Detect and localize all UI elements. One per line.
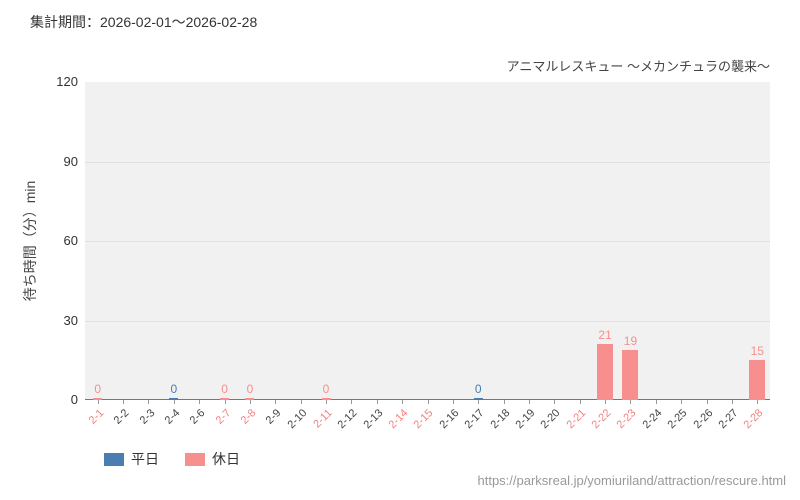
x-tick-label: 2-18 bbox=[488, 407, 513, 432]
x-tick-mark bbox=[605, 400, 607, 404]
x-tick-mark bbox=[655, 400, 657, 404]
weekday-legend-label: 平日 bbox=[131, 451, 159, 467]
x-tick-mark bbox=[402, 400, 404, 404]
x-tick-label: 2-23 bbox=[614, 407, 639, 432]
x-tick-mark bbox=[554, 400, 556, 404]
x-tick-mark bbox=[630, 400, 632, 404]
x-tick-label: 2-22 bbox=[589, 407, 614, 432]
x-tick-mark bbox=[706, 400, 708, 404]
bar-value-label: 0 bbox=[322, 382, 330, 396]
x-tick-mark bbox=[173, 400, 175, 404]
x-tick-mark bbox=[97, 400, 99, 404]
weekday-legend-swatch bbox=[104, 452, 124, 466]
x-tick-label: 2-17 bbox=[462, 407, 487, 432]
x-tick-label: 2-13 bbox=[361, 407, 386, 432]
x-tick-label: 2-9 bbox=[264, 407, 284, 427]
x-tick-label: 2-7 bbox=[213, 407, 234, 427]
x-tick-mark bbox=[376, 400, 378, 404]
x-tick-mark bbox=[528, 400, 530, 404]
x-tick-label: 2-16 bbox=[437, 407, 462, 432]
legend-item-weekday: 平日 bbox=[104, 449, 159, 469]
x-tick-label: 2-2 bbox=[111, 407, 132, 427]
x-tick-label: 2-27 bbox=[716, 407, 741, 432]
x-tick-mark bbox=[249, 400, 251, 404]
bar-value-label: 0 bbox=[246, 382, 254, 396]
x-tick-label: 2-15 bbox=[411, 407, 436, 432]
x-tick-label: 2-21 bbox=[564, 407, 589, 432]
y-tick-label: 90 bbox=[63, 153, 78, 169]
x-tick-mark bbox=[452, 400, 454, 404]
bar-weekday bbox=[473, 398, 483, 400]
x-tick-label: 2-20 bbox=[538, 407, 563, 432]
x-tick-mark bbox=[731, 400, 733, 404]
source-url: https://parksreal.jp/yomiuriland/attract… bbox=[477, 473, 786, 488]
bar-weekday bbox=[169, 398, 179, 400]
x-tick-mark bbox=[681, 400, 683, 404]
x-tick-mark bbox=[503, 400, 505, 404]
x-tick-mark bbox=[199, 400, 201, 404]
x-tick-mark bbox=[478, 400, 480, 404]
x-tick-label: 2-14 bbox=[386, 407, 411, 432]
x-tick-label: 2-6 bbox=[187, 407, 208, 427]
x-tick-mark bbox=[427, 400, 429, 404]
gridline bbox=[85, 320, 770, 322]
bar-holiday bbox=[93, 398, 103, 400]
y-tick-label: 120 bbox=[56, 74, 78, 89]
bar-holiday bbox=[597, 344, 614, 400]
legend-item-holiday: 休日 bbox=[185, 449, 240, 469]
x-tick-mark bbox=[351, 400, 353, 404]
x-tick-mark bbox=[757, 400, 759, 404]
y-axis-tick-labels: 0 30 60 90 120 bbox=[0, 74, 78, 407]
plot-area: 0 0 0 0 0 0 21 19 15 bbox=[85, 82, 770, 400]
attraction-title: アニマルレスキュー 〜メカンチュラの襲来〜 bbox=[506, 59, 770, 74]
x-tick-label: 2-19 bbox=[513, 407, 538, 432]
bar-holiday bbox=[321, 398, 331, 400]
x-tick-label: 2-24 bbox=[640, 407, 665, 432]
y-tick-label: 60 bbox=[63, 233, 78, 248]
x-axis-line bbox=[85, 399, 770, 400]
x-tick-label: 2-1 bbox=[86, 407, 107, 427]
x-tick-label: 2-28 bbox=[741, 407, 766, 432]
x-axis-tick-labels: 2-1 2-2 2-3 2-4 2-6 2-7 2-8 2-9 2-10 2-11 2-12 2-13… bbox=[85, 400, 770, 452]
x-tick-mark bbox=[148, 400, 150, 404]
x-tick-label: 2-3 bbox=[137, 407, 157, 427]
bar-value-label: 21 bbox=[598, 328, 612, 343]
x-tick-label: 2-10 bbox=[285, 407, 310, 432]
bar-value-label: 0 bbox=[94, 382, 102, 396]
legend: 平日 休日 bbox=[104, 449, 240, 469]
bar-holiday bbox=[245, 398, 255, 400]
x-tick-mark bbox=[300, 400, 302, 404]
bar-value-label: 0 bbox=[474, 382, 482, 396]
x-tick-mark bbox=[275, 400, 277, 404]
x-tick-label: 2-26 bbox=[690, 407, 716, 432]
holiday-legend-swatch bbox=[185, 452, 205, 466]
x-tick-mark bbox=[224, 400, 226, 404]
holiday-legend-label: 休日 bbox=[212, 451, 240, 467]
gridline bbox=[85, 241, 770, 242]
x-tick-mark bbox=[123, 400, 125, 404]
bar-holiday bbox=[220, 398, 230, 400]
x-tick-label: 2-25 bbox=[665, 407, 690, 432]
x-tick-label: 2-4 bbox=[162, 407, 183, 427]
x-tick-label: 2-8 bbox=[238, 407, 259, 427]
x-tick-mark bbox=[579, 400, 581, 404]
y-tick-label: 30 bbox=[63, 312, 78, 328]
bar-value-label: 0 bbox=[221, 382, 228, 396]
bar-holiday bbox=[749, 360, 766, 400]
bar-value-label: 15 bbox=[750, 344, 764, 359]
bar-value-label: 0 bbox=[170, 382, 178, 396]
y-tick-label: 0 bbox=[70, 392, 78, 407]
x-tick-mark bbox=[326, 400, 328, 404]
x-tick-label: 2-12 bbox=[335, 407, 360, 432]
bar-holiday bbox=[622, 349, 639, 400]
x-tick-label: 2-11 bbox=[311, 407, 335, 431]
gridline bbox=[85, 161, 770, 163]
bar-value-label: 19 bbox=[623, 333, 638, 348]
period-label: 集計期間：2026-02-01〜2026-02-28 bbox=[30, 14, 258, 30]
